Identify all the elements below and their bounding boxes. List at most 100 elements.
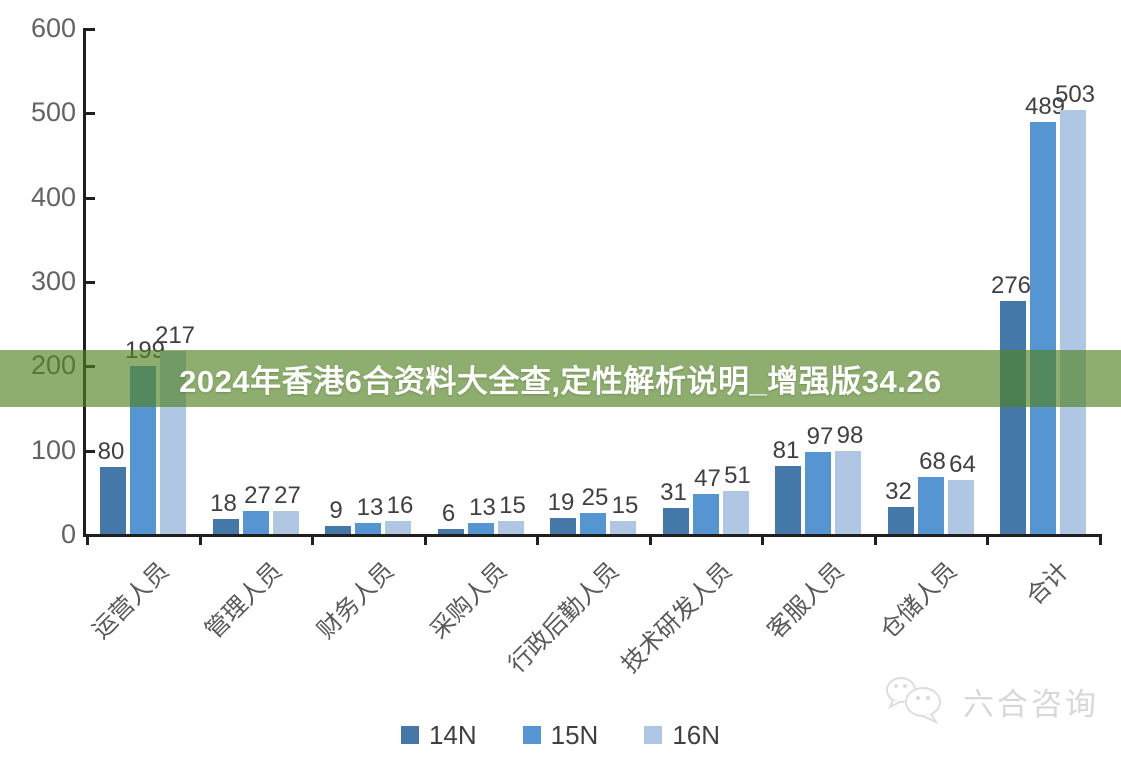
bar-15N-技术研发人员 xyxy=(692,494,719,534)
value-label: 276 xyxy=(990,272,1032,300)
value-label: 31 xyxy=(660,478,687,506)
x-tick-mark xyxy=(86,537,89,545)
chart-legend: 14N 15N 16N xyxy=(0,722,1121,748)
brand-watermark: 六合咨询 xyxy=(881,672,1099,731)
value-label: 25 xyxy=(581,483,609,511)
value-label: 97 xyxy=(806,423,834,451)
bar-15N-财务人员 xyxy=(355,523,381,534)
y-tick-mark xyxy=(86,112,95,116)
wechat-chat-bubbles-icon xyxy=(881,672,953,731)
value-label: 51 xyxy=(724,461,751,489)
bar-16N-客服人员 xyxy=(835,451,861,534)
category-label: 合计 xyxy=(1021,557,1075,611)
value-label: 27 xyxy=(244,482,271,510)
category-label: 技术研发人员 xyxy=(616,557,738,679)
category-label: 运营人员 xyxy=(87,557,175,645)
y-tick-label: 300 xyxy=(30,266,76,296)
bar-14N-采购人员 xyxy=(437,528,464,534)
x-tick-mark xyxy=(648,537,652,545)
y-tick-mark xyxy=(86,281,95,284)
x-tick-mark xyxy=(761,537,764,545)
y-tick-label: 0 xyxy=(60,519,76,549)
x-tick-mark xyxy=(536,537,539,545)
value-label: 18 xyxy=(210,489,237,517)
value-label: 47 xyxy=(694,465,721,493)
y-tick-label: 500 xyxy=(30,97,76,128)
category-label: 管理人员 xyxy=(200,557,288,645)
x-tick-mark xyxy=(423,537,427,545)
bar-14N-客服人员 xyxy=(775,465,801,534)
legend-label: 15N xyxy=(550,720,599,750)
value-label: 81 xyxy=(772,436,800,464)
x-tick-mark xyxy=(311,537,314,545)
value-label: 6 xyxy=(441,499,456,527)
bar-15N-管理人员 xyxy=(242,511,269,534)
bar-15N-采购人员 xyxy=(467,523,494,534)
value-label: 68 xyxy=(919,447,946,475)
bar-15N-行政后勤人员 xyxy=(580,512,606,534)
bar-15N-仓储人员 xyxy=(917,476,944,534)
value-label: 80 xyxy=(97,437,125,465)
bar-16N-技术研发人员 xyxy=(722,490,749,534)
y-tick-label: 400 xyxy=(30,181,76,212)
x-axis-line xyxy=(83,534,1102,537)
bar-16N-行政后勤人员 xyxy=(610,521,636,534)
headline-banner-text: 2024年香港6合资料大全查,定性解析说明_增强版34.26 xyxy=(179,364,942,399)
bar-16N-合计 xyxy=(1060,109,1086,534)
legend-item-15N: 15N xyxy=(522,720,599,750)
bar-16N-财务人员 xyxy=(385,520,411,534)
value-label: 64 xyxy=(949,451,976,479)
y-tick-mark xyxy=(86,28,95,31)
value-label: 27 xyxy=(274,482,301,510)
value-label: 19 xyxy=(547,488,575,516)
value-label: 217 xyxy=(154,321,196,349)
legend-swatch-15N xyxy=(522,726,541,744)
value-label: 503 xyxy=(1054,80,1096,108)
legend-item-14N: 14N xyxy=(400,720,477,750)
category-label: 仓储人员 xyxy=(875,557,963,645)
y-tick-mark xyxy=(86,534,95,537)
value-label: 15 xyxy=(499,492,526,520)
category-label: 财务人员 xyxy=(312,557,400,645)
value-label: 98 xyxy=(836,422,864,450)
x-tick-mark xyxy=(198,537,202,545)
bar-16N-仓储人员 xyxy=(947,480,974,534)
y-tick-label: 600 xyxy=(30,13,76,43)
bar-14N-仓储人员 xyxy=(887,507,914,534)
value-label: 13 xyxy=(469,494,496,522)
legend-item-16N: 16N xyxy=(644,722,720,748)
y-tick-mark xyxy=(86,196,95,200)
value-label: 9 xyxy=(329,497,343,525)
bar-14N-管理人员 xyxy=(212,518,239,534)
x-tick-mark xyxy=(986,537,989,545)
bar-15N-客服人员 xyxy=(805,452,831,534)
category-label: 采购人员 xyxy=(425,557,513,645)
legend-label: 14N xyxy=(428,720,477,750)
category-label: 行政后勤人员 xyxy=(503,557,625,679)
value-label: 16 xyxy=(386,491,414,519)
bar-14N-合计 xyxy=(1000,301,1026,534)
bar-16N-采购人员 xyxy=(497,521,524,534)
y-tick-label: 100 xyxy=(30,434,76,465)
brand-name: 六合咨询 xyxy=(963,687,1099,722)
legend-swatch-14N xyxy=(400,726,419,744)
value-label: 13 xyxy=(356,494,384,522)
bar-14N-财务人员 xyxy=(325,526,351,534)
y-axis-line xyxy=(83,28,86,537)
x-tick-mark xyxy=(873,537,877,545)
bar-16N-管理人员 xyxy=(272,511,299,534)
value-label: 489 xyxy=(1024,92,1066,120)
y-tick-mark xyxy=(86,449,95,453)
bar-14N-行政后勤人员 xyxy=(550,517,576,534)
bar-14N-技术研发人员 xyxy=(662,507,689,534)
value-label: 32 xyxy=(885,478,912,505)
x-tick-mark xyxy=(1098,537,1102,545)
legend-swatch-16N xyxy=(644,726,663,744)
value-label: 15 xyxy=(611,492,639,520)
bar-14N-运营人员 xyxy=(100,466,126,534)
headline-banner: 2024年香港6合资料大全查,定性解析说明_增强版34.26 xyxy=(0,350,1121,407)
bar-15N-合计 xyxy=(1030,121,1056,534)
category-label: 客服人员 xyxy=(762,557,850,645)
legend-label: 16N xyxy=(672,720,721,750)
